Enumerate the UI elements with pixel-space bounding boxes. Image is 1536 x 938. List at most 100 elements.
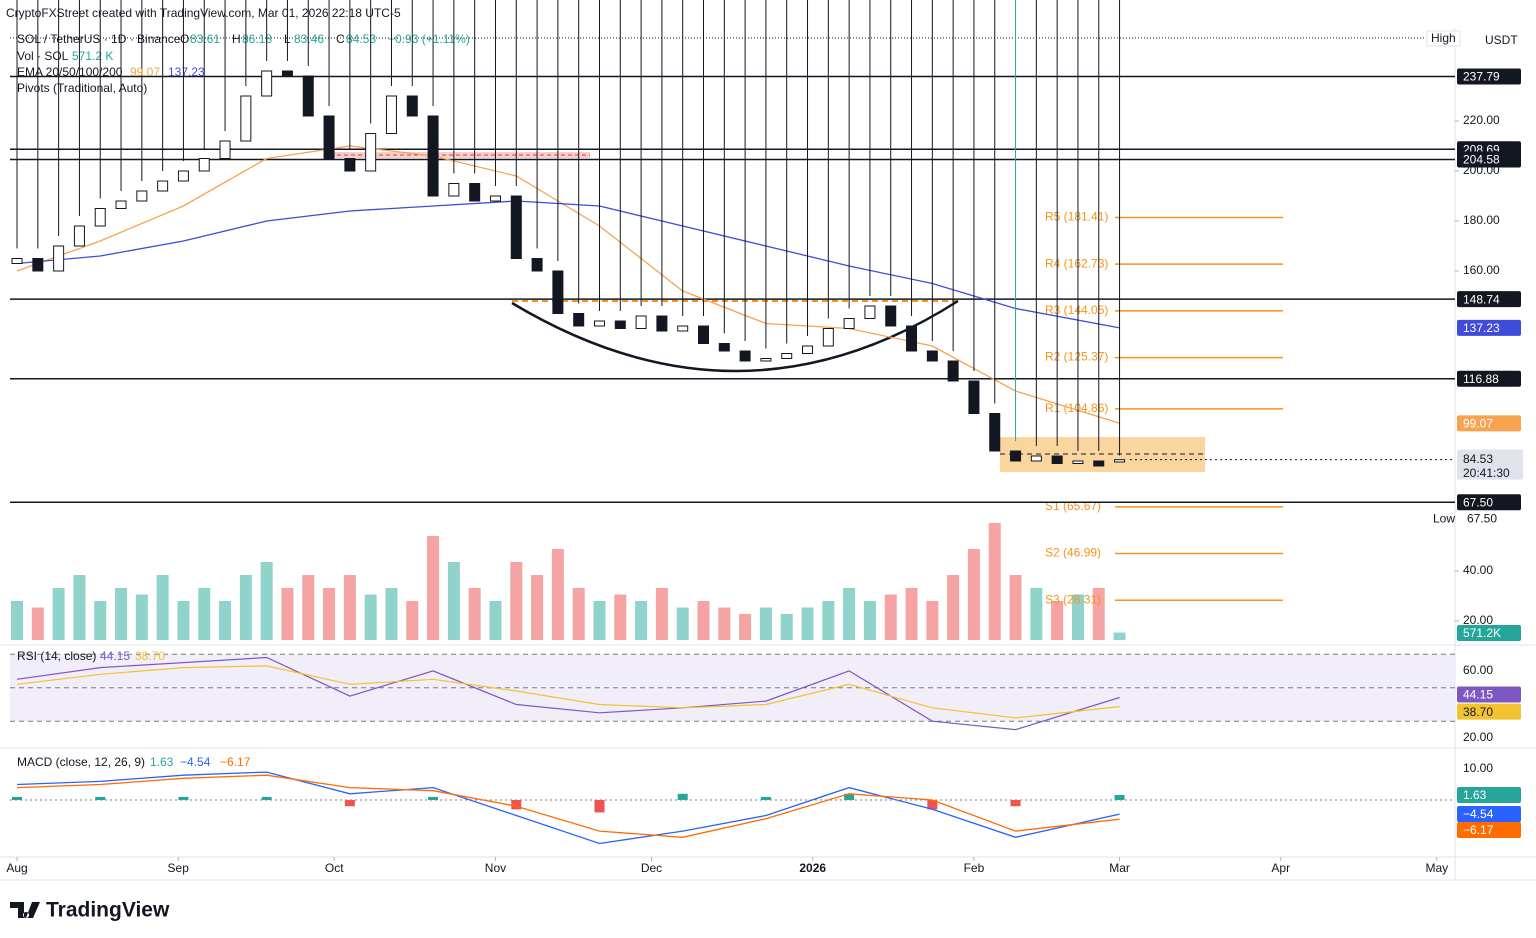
signal-label: −6.17 <box>1463 823 1494 837</box>
macd-histogram <box>261 796 272 801</box>
pivot-label: R3 (144.05) <box>1045 303 1108 317</box>
candle-body <box>157 180 169 192</box>
volume-bar <box>780 614 793 640</box>
brand-logo: TradingView <box>10 899 170 922</box>
pivot-label: R5 (181.41) <box>1045 210 1108 224</box>
volume-bar <box>676 607 689 640</box>
x-tick-label: Sep <box>168 861 190 875</box>
volume-bar <box>1113 632 1126 640</box>
macd-histogram <box>677 793 688 801</box>
last-price: 84.53 <box>1463 452 1493 466</box>
volume-bar <box>11 601 24 640</box>
candle-body <box>73 225 85 247</box>
macd-histogram <box>594 800 605 813</box>
candle-body <box>198 158 210 172</box>
level-label: 148.74 <box>1463 292 1500 306</box>
countdown: 20:41:30 <box>1463 466 1510 480</box>
volume-bar <box>551 549 564 640</box>
legend-volume: Vol · SOL <box>17 49 69 63</box>
volume-bar <box>94 601 107 640</box>
legend-ema: EMA 20/50/100/200 <box>17 65 123 79</box>
volume-bar <box>31 607 44 640</box>
rsi-label-bg <box>1457 703 1521 720</box>
candle-body <box>136 190 148 202</box>
volume-bar <box>198 588 211 640</box>
volume-bar <box>156 575 169 640</box>
volume-bar <box>1051 601 1064 640</box>
candle-body <box>323 115 335 159</box>
macd-line <box>16 774 1120 838</box>
legend-ema200: 137.23 <box>168 65 205 79</box>
volume-bar <box>801 607 814 640</box>
y-tick-label: 60.00 <box>1463 663 1493 677</box>
legend-ohlc-value: 83.61 <box>190 32 220 46</box>
signal-label-bg <box>1457 822 1521 838</box>
legend-ohlc-key: O <box>180 32 189 46</box>
legend-hist: 1.63 <box>150 755 174 769</box>
level-label-bg <box>1457 494 1521 511</box>
x-tick-label: 2026 <box>799 861 826 875</box>
legend-change: +0.93 (+1.11%) <box>388 32 470 46</box>
volume-bar <box>759 607 772 640</box>
candle-body <box>843 318 855 329</box>
x-tick-label: Nov <box>485 861 506 875</box>
candle-body <box>240 95 252 142</box>
candle-body <box>281 70 293 77</box>
candle-body <box>385 95 397 134</box>
macd-histogram <box>844 793 855 801</box>
level-label: 116.88 <box>1463 372 1499 386</box>
low-tag: Low <box>1433 511 1455 525</box>
candle-body <box>760 358 772 362</box>
y-tick-label: 20.00 <box>1463 613 1493 627</box>
pivot-label: R2 (125.37) <box>1045 350 1108 364</box>
volume-bar <box>239 575 252 640</box>
volume-bar <box>52 588 65 640</box>
legend-symbol: SOL / TetherUS · 1D · Binance <box>17 32 181 46</box>
candle-body <box>864 305 876 319</box>
volume-bar <box>1009 575 1022 640</box>
x-tick-label: Feb <box>964 861 985 875</box>
volume-bar <box>260 562 273 640</box>
rsi-label: 38.70 <box>1463 705 1493 719</box>
macd-histogram <box>178 796 189 801</box>
volume-bar <box>385 588 398 640</box>
level-label: 237.79 <box>1463 70 1500 84</box>
y-tick-label: 40.00 <box>1463 563 1493 577</box>
y-tick-label: 180.00 <box>1463 213 1500 227</box>
credit: CryptoFXStreet created with TradingView.… <box>6 6 401 20</box>
y-tick-label: 20.00 <box>1463 730 1493 744</box>
candle-body <box>802 345 814 354</box>
cup-pattern <box>511 299 959 373</box>
candle-body <box>926 350 938 362</box>
legend-pivots: Pivots (Traditional, Auto) <box>17 81 147 95</box>
pane-title: RSI (14, close) <box>17 649 96 663</box>
rsi-label-bg <box>1457 686 1521 703</box>
volume-bar <box>947 575 960 640</box>
candle-body <box>614 320 626 329</box>
pivot-label: S3 (28.31) <box>1045 592 1101 606</box>
legend-ohlc-value: 83.46 <box>294 32 324 46</box>
volume-bar <box>219 601 232 640</box>
candle-body <box>718 343 730 352</box>
volume-bar <box>926 601 939 640</box>
candle-body <box>947 360 959 382</box>
pane-title: MACD (close, 12, 26, 9) <box>17 755 145 769</box>
volume-bar <box>115 588 128 640</box>
volume-bar <box>905 588 918 640</box>
legend-ema50: 99.07 <box>130 65 160 79</box>
rsi-label: 44.15 <box>1463 688 1493 702</box>
candle-body <box>1030 455 1042 462</box>
level-label-bg <box>1457 291 1521 308</box>
pivot-label: R4 (162.73) <box>1045 256 1108 270</box>
volume-bar <box>447 562 460 640</box>
candle-body <box>94 208 106 227</box>
macd-histogram <box>344 800 355 807</box>
volume-bar <box>988 523 1001 640</box>
candle-body <box>989 413 1001 452</box>
level-label-bg <box>1457 370 1521 387</box>
candle-body <box>656 315 668 332</box>
candle-body <box>365 133 377 172</box>
macd-histogram <box>927 800 938 810</box>
candle-body <box>115 200 127 209</box>
volume-bar <box>697 601 710 640</box>
